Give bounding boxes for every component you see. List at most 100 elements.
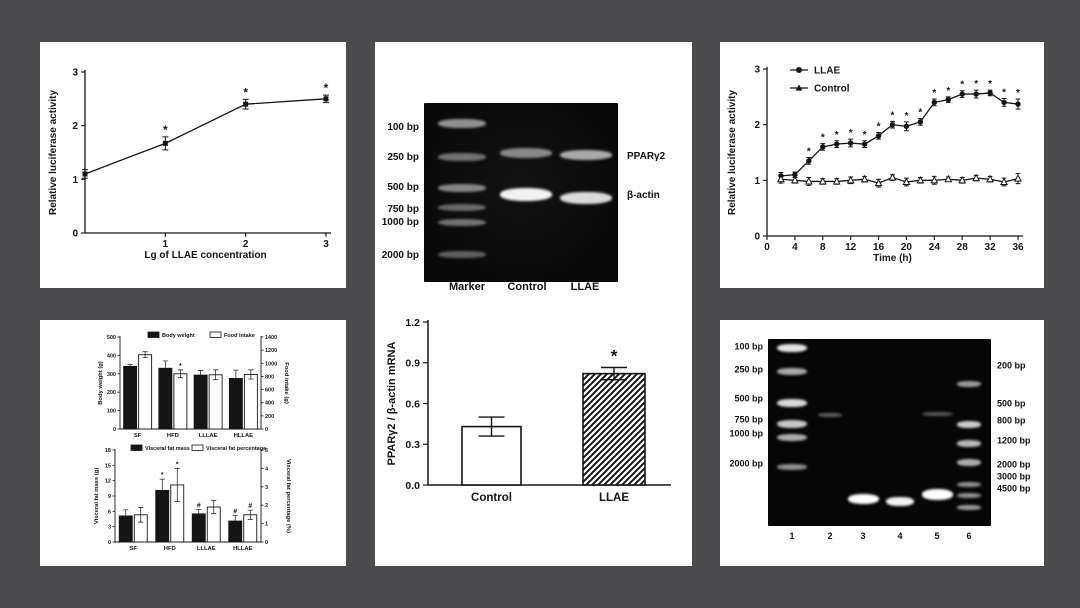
left-tick-label: 12 [105,479,111,485]
category-label: SF [130,546,138,552]
significance-star: * [821,133,825,144]
significance-mark: # [197,502,201,509]
data-point-triangle [916,175,925,184]
gel-band [560,192,612,204]
bar-LLLAE-Food intake [208,374,223,430]
error-bar [248,369,254,380]
error-bar [478,416,505,437]
significance-mark: * [161,472,164,479]
band-name-label: β-actin [627,190,660,201]
data-point-circle [875,133,882,139]
bp-marker-label-left: 500 bp [734,393,763,404]
significance-mark: * [179,363,182,370]
right-tick-label: 4 [265,466,269,472]
bar-SF-Food intake [138,354,153,430]
significance-star: * [1016,88,1020,99]
error-bar [123,509,129,523]
right-tick-label: 400 [265,401,274,407]
gel-band [922,412,953,416]
left-tick-label: 100 [107,409,116,415]
lane-label: 5 [934,531,940,541]
data-point-circle [903,123,910,130]
category-label: Control [471,492,512,504]
y-tick-label: 3 [754,65,760,76]
y-tick-label: 0.3 [405,439,420,451]
bp-marker-label-right: 500 bp [997,398,1026,409]
data-point-triangle [972,173,981,182]
significance-star: * [243,85,248,99]
left-tick-label: 0 [108,540,111,546]
bp-marker-label-left: 500 bp [387,182,419,193]
panel-luciferase-time-chart: 0 1 2 3 0 4 8 12 16 20 24 28 32 36 Time (h) Relative lu… [720,42,1044,288]
y-tick-label: 1.2 [405,317,420,329]
bp-marker-label-right: 800 bp [997,415,1026,426]
right-tick-label: 5 [265,448,268,454]
legend-label: Food intake [224,333,255,339]
x-tick-label: 0 [764,242,770,253]
gel-band [957,482,981,487]
significance-star: * [1002,88,1006,99]
gel-band [777,368,807,375]
x-tick-label: 36 [1012,242,1024,253]
significance-star: * [324,81,329,95]
data-point-triangle [874,178,883,187]
data-point-circle [959,91,965,97]
gel-band [957,493,981,498]
significance-star: * [946,86,950,97]
error-bar [162,360,168,376]
panel-luciferase-dose-chart: 0 1 2 3 1 2 3 Lg of LLAE concentration Relative … [40,42,346,288]
data-point-circle [820,144,826,150]
left-tick-label: 500 [107,335,116,341]
right-tick-label: 1400 [265,335,277,341]
category-label: HFD [167,433,179,439]
significance-star: * [863,130,867,141]
gel-band [957,421,981,428]
gel-band [438,219,486,226]
bp-marker-label-left: 750 bp [734,414,763,425]
category-label: LLLAE [197,546,216,552]
right-tick-label: 800 [265,374,274,380]
panel-rat-measurement-charts: 0 100 200 300 400 500 0 200 400 600 800 1000 1200 140… [40,320,346,566]
y-tick-label: 0.6 [405,398,420,410]
significance-star: * [611,347,618,366]
left-tick-label: 300 [107,372,116,378]
data-point-square [323,96,329,102]
legend-marker-circle [796,67,802,73]
significance-star: * [974,79,978,90]
x-tick-label: 2 [243,239,249,250]
data-point-circle [1015,101,1021,107]
left-tick-label: 0 [113,427,116,433]
bp-marker-label-right: 200 bp [997,360,1026,371]
legend-label: Visceral fat percentage [206,446,266,452]
data-point-circle [917,119,924,125]
right-axis-title: Food intake (g) [283,362,289,404]
lane-label: 2 [827,531,833,541]
left-tick-label: 9 [108,494,111,500]
bar-SF-Body weight [123,365,138,430]
x-tick-label: 32 [985,242,997,253]
data-point-circle [945,96,951,103]
gel-band [922,489,953,500]
y-tick-label: 0.9 [405,358,420,370]
category-label: LLAE [599,492,629,504]
left-tick-label: 15 [105,463,111,469]
bp-marker-label-left: 1000 bp [381,217,419,228]
bp-marker-label-left: 2000 bp [729,458,763,469]
gel-band [957,459,981,466]
y-tick-label: 3 [72,68,78,79]
error-bar [211,500,217,514]
gel-band [438,119,486,128]
right-tick-label: 1 [265,522,268,528]
category-label: LLLAE [199,433,218,439]
left-axis-title: Body weight (g) [98,361,104,405]
bp-marker-label-right: 4500 bp [997,483,1031,494]
data-point-square [82,171,88,177]
error-bar [127,364,133,369]
gel-band [438,204,486,211]
y-tick-label: 2 [754,120,760,131]
right-axis-title: Visceral fat percentage (%) [285,459,291,533]
body-weight-and-visceral-fat-bar-charts: 0100200300400500020040060080010001200140… [94,331,291,552]
x-tick-label: 20 [901,242,913,253]
y-tick-label: 2 [72,121,78,132]
